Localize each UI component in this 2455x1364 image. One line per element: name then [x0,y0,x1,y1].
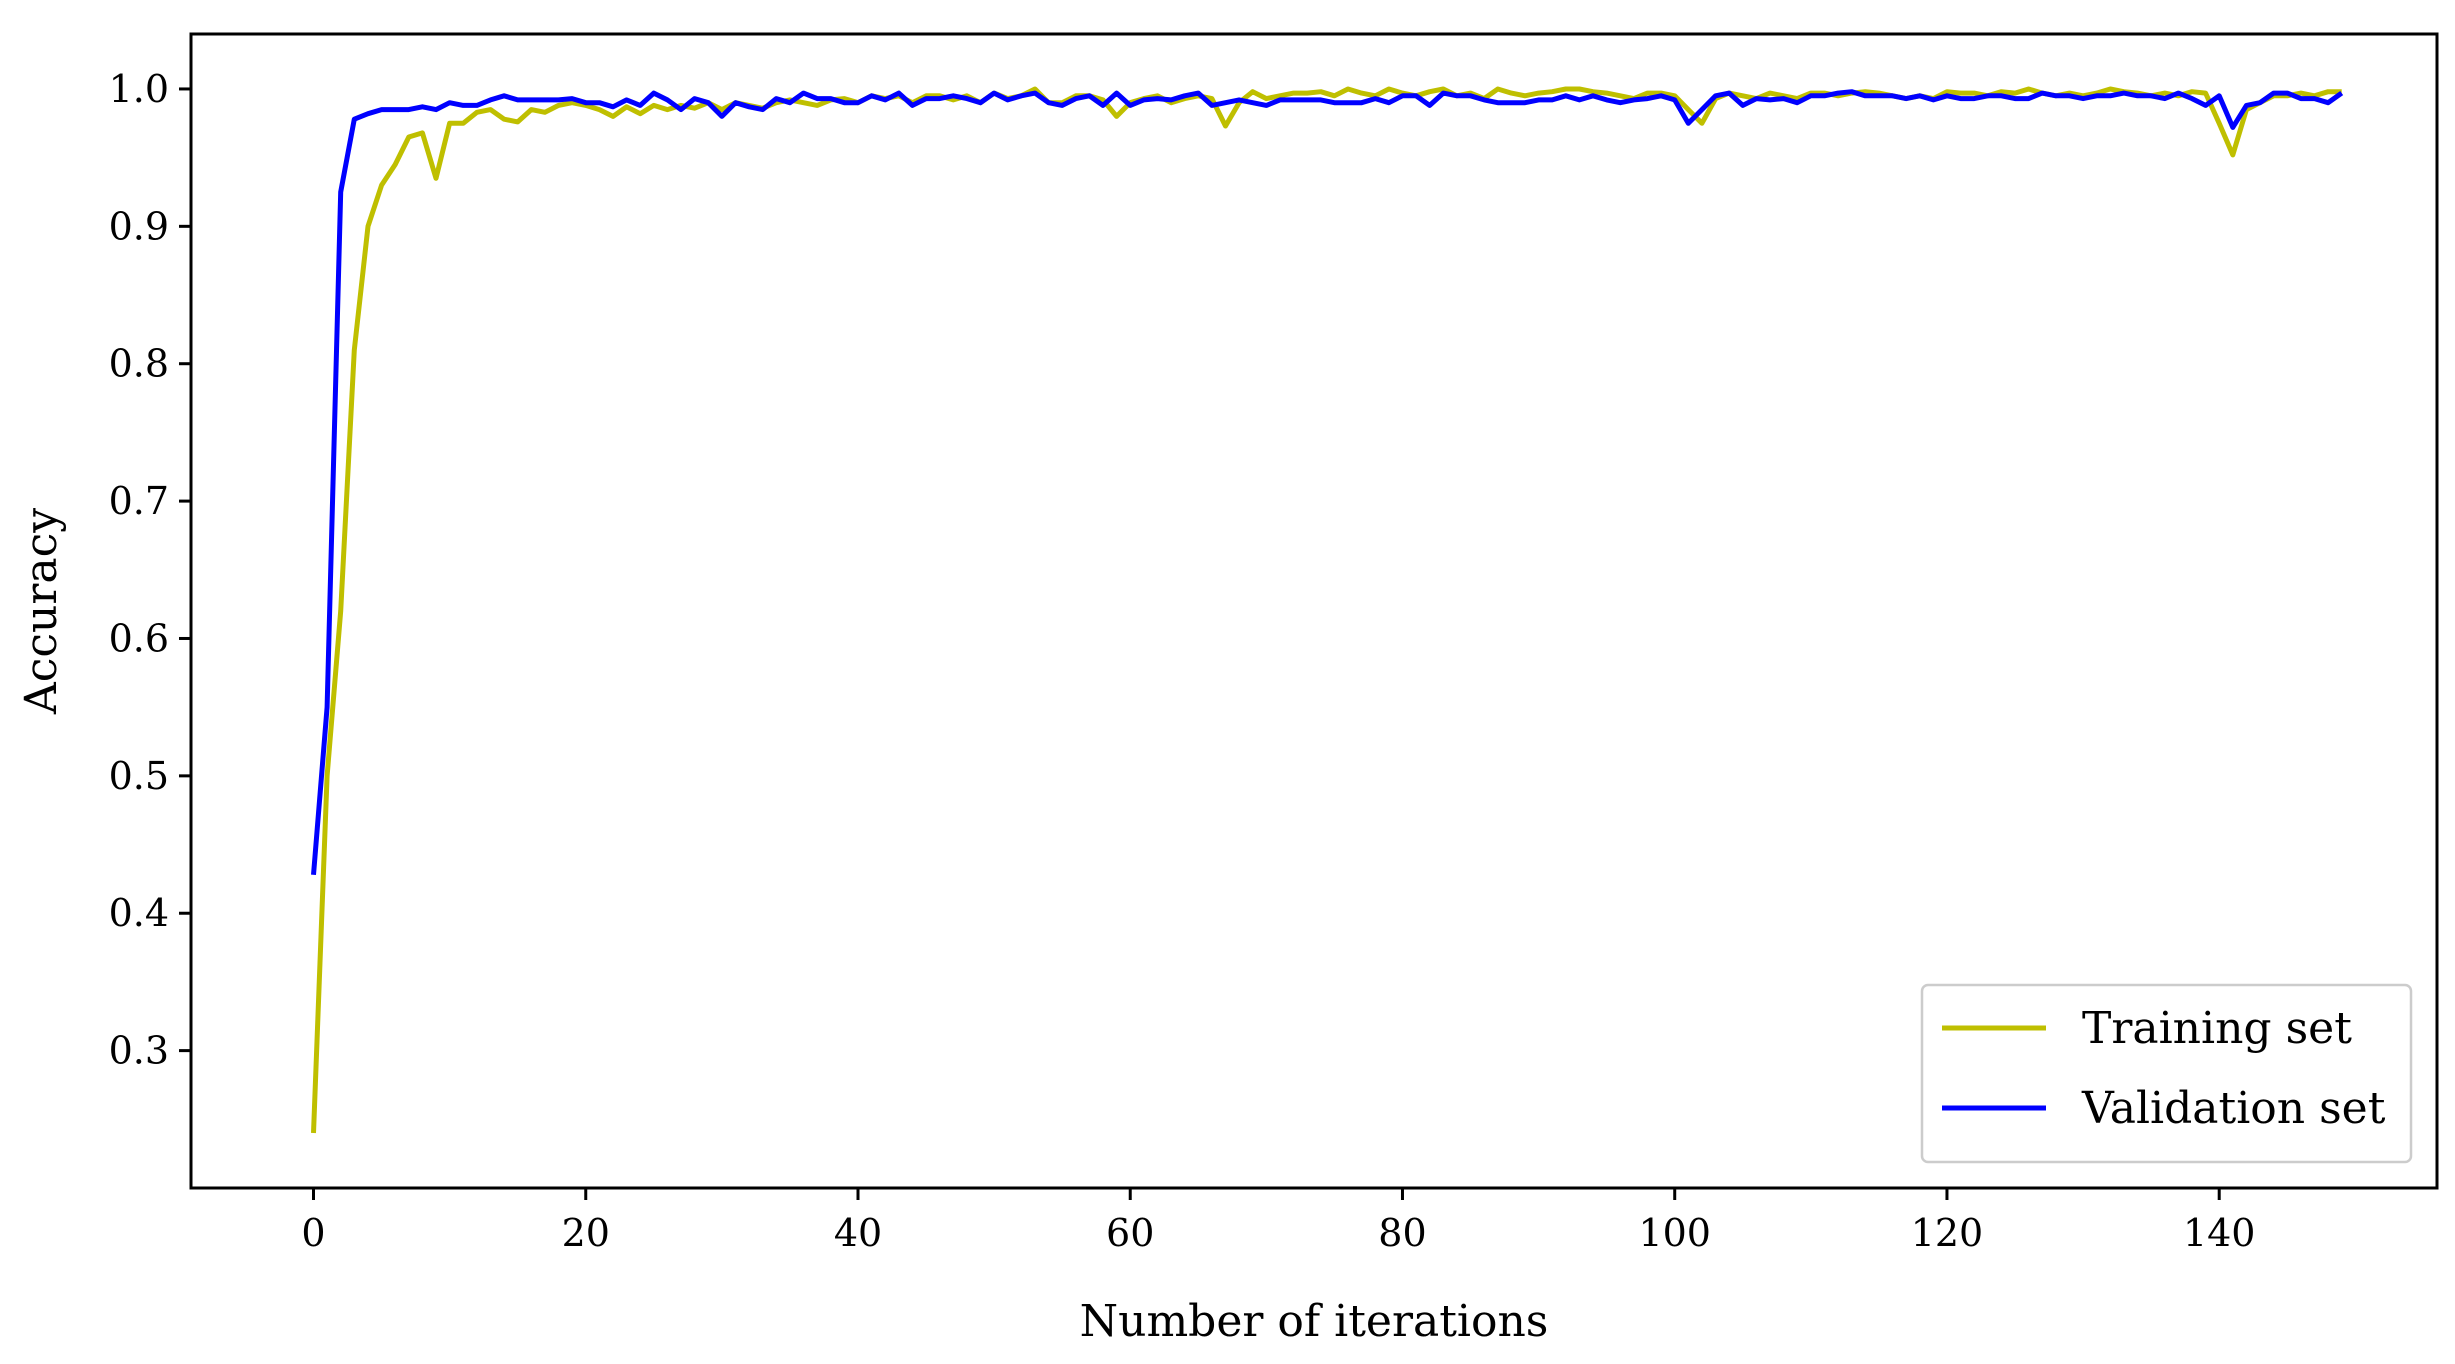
training-set-line [311,86,2342,1134]
legend-label-training: Training set [2082,1003,2352,1054]
y-tick-label: 0.9 [109,204,169,248]
y-axis-ticks: 0.3 0.4 0.5 0.6 0.7 0.8 0.9 1.0 [109,67,191,1073]
y-tick-label: 0.5 [109,754,169,798]
y-tick-label: 0.7 [109,479,169,523]
x-tick-label: 20 [562,1211,610,1255]
validation-set-line [311,89,2344,876]
x-tick-label: 140 [2183,1211,2256,1255]
y-tick-label: 0.8 [109,342,169,386]
legend: Training set Validation set [1920,983,2413,1164]
y-tick-label: 0.6 [109,616,169,660]
x-tick-label: 100 [1638,1211,1711,1255]
x-tick-label: 80 [1378,1211,1426,1255]
legend-label-validation: Validation set [2081,1083,2386,1134]
y-tick-label: 0.4 [109,891,169,935]
series-lines [311,86,2344,1134]
x-tick-label: 40 [834,1211,882,1255]
x-tick-label: 60 [1106,1211,1154,1255]
y-tick-label: 1.0 [109,67,169,111]
x-tick-label: 0 [301,1211,325,1255]
y-tick-label: 0.3 [109,1029,169,1073]
x-axis-title: Number of iterations [1080,1296,1549,1347]
x-axis-ticks: 0 20 40 60 80 100 120 140 [301,1188,2255,1255]
x-tick-label: 120 [1911,1211,1984,1255]
plot-frame [189,32,2439,1190]
y-axis-title: Accuracy [16,508,67,715]
